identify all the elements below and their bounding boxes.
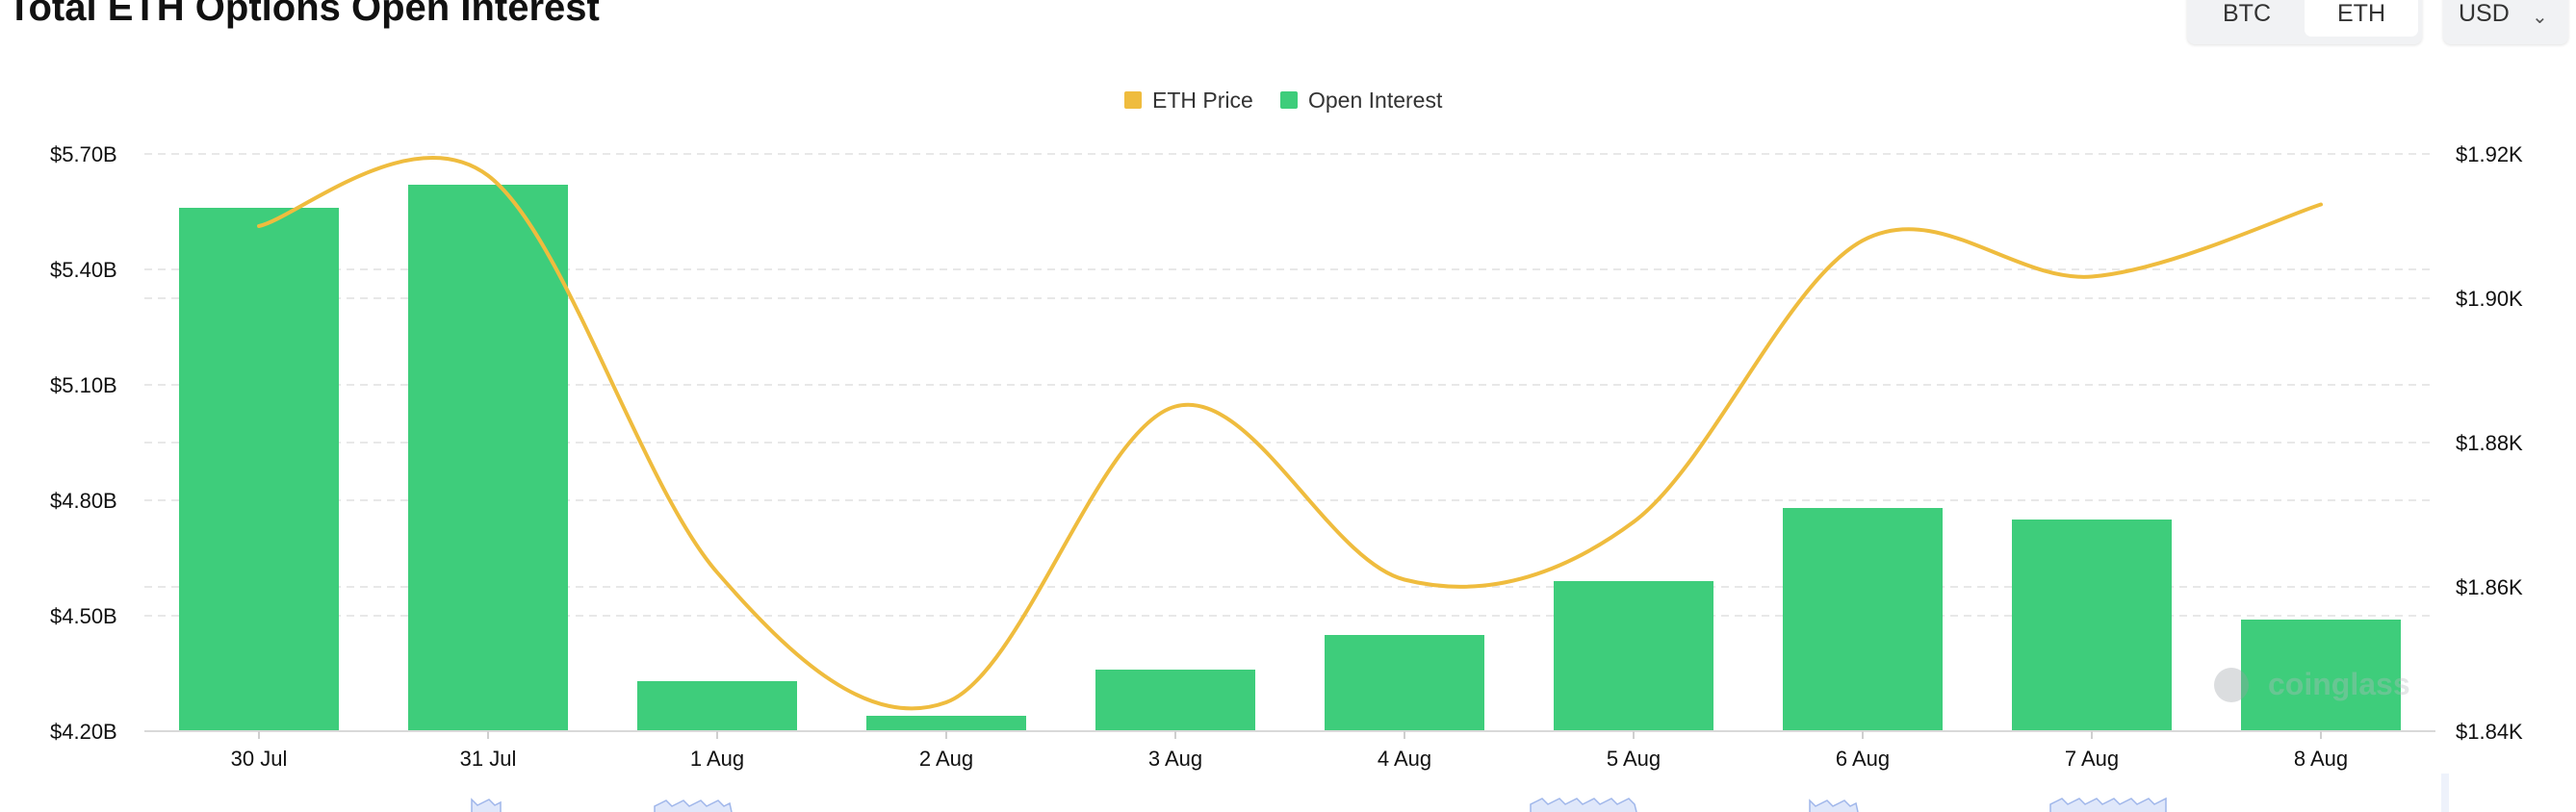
coinglass-watermark: coinglass (2214, 667, 2410, 702)
watermark-text: coinglass (2268, 667, 2410, 701)
bar-open-interest (637, 681, 797, 731)
range-preview-sparkline (654, 799, 733, 812)
page-title: Total ETH Options Open Interest (8, 0, 600, 29)
currency-select[interactable]: USD ⌃ ⌄ (2443, 0, 2568, 44)
legend-label-open-interest[interactable]: Open Interest (1308, 88, 1443, 113)
x-tick-label: 6 Aug (1836, 747, 1890, 771)
legend-swatch-eth-price (1124, 91, 1142, 109)
y-left-tick-label: $5.40B (50, 258, 117, 282)
bar-open-interest (866, 716, 1026, 731)
y-left-tick-label: $4.80B (50, 489, 117, 513)
bar-open-interest (1325, 635, 1484, 731)
currency-value: USD (2459, 0, 2510, 27)
bar-open-interest (1783, 508, 1943, 731)
legend-label-eth-price[interactable]: ETH Price (1152, 88, 1253, 113)
axes: $5.70B $5.40B $5.10B $4.80B $4.50B $4.20B $1.9… (50, 142, 2523, 771)
coinglass-logo-icon (2214, 668, 2249, 702)
y-right-tick-label: $1.92K (2456, 142, 2523, 166)
y-right-tick-label: $1.86K (2456, 575, 2523, 599)
legend-swatch-open-interest (1280, 91, 1298, 109)
coin-toggle: BTC ETH (2187, 0, 2422, 44)
x-tick-label: 1 Aug (690, 747, 744, 771)
range-preview-sparkline (2049, 797, 2167, 812)
bar-open-interest (408, 185, 568, 731)
x-tick-label: 30 Jul (231, 747, 288, 771)
tab-btc[interactable]: BTC (2223, 0, 2271, 27)
y-right-tick-label: $1.88K (2456, 431, 2523, 455)
x-tick-label: 7 Aug (2065, 747, 2119, 771)
y-left-tick-label: $5.70B (50, 142, 117, 166)
range-preview-sparkline (1530, 798, 1637, 812)
x-tick-label: 4 Aug (1378, 747, 1431, 771)
range-preview-sparkline (1809, 799, 1859, 812)
range-slider-preview[interactable] (471, 774, 2449, 812)
y-right-tick-label: $1.90K (2456, 287, 2523, 311)
x-tick-label: 31 Jul (460, 747, 517, 771)
bars (179, 185, 2401, 731)
y-left-tick-label: $4.50B (50, 604, 117, 628)
chevron-updown-icon: ⌃ ⌄ (2532, 0, 2548, 28)
legend: ETH Price Open Interest (1124, 88, 1443, 113)
bar-open-interest (179, 208, 339, 731)
tab-eth[interactable]: ETH (2305, 0, 2418, 37)
price-line-eth (257, 155, 2323, 711)
x-tick-label: 2 Aug (919, 747, 973, 771)
range-slider-handle[interactable] (2441, 774, 2449, 812)
bar-open-interest (1095, 670, 1255, 731)
y-left-tick-label: $5.10B (50, 373, 117, 397)
x-tick-label: 5 Aug (1607, 747, 1661, 771)
x-tick-label: 3 Aug (1148, 747, 1202, 771)
range-preview-sparkline (471, 798, 502, 812)
price-line-layer (257, 155, 2323, 711)
bar-open-interest (2241, 620, 2401, 731)
x-tick-label: 8 Aug (2294, 747, 2348, 771)
y-left-tick-label: $4.20B (50, 720, 117, 744)
y-right-tick-label: $1.84K (2456, 720, 2523, 744)
bar-open-interest (2012, 520, 2172, 731)
bar-open-interest (1554, 581, 1713, 731)
